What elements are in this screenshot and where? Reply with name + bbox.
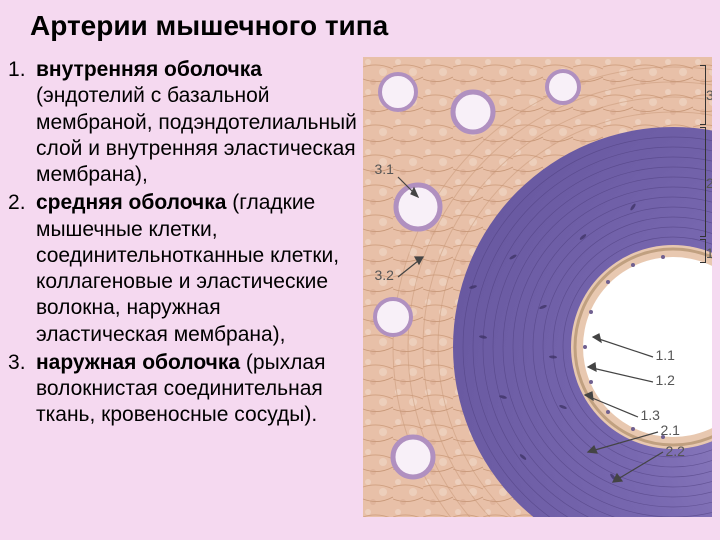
bracket-label-1: 1: [706, 245, 712, 261]
label-2-1: 2.1: [661, 422, 680, 438]
item1-body: (эндотелий с базальной мембраной, подэнд…: [36, 84, 357, 186]
bracket-label-3: 3: [706, 87, 712, 103]
item2-heading: средняя оболочка: [36, 191, 226, 214]
label-1-3: 1.3: [641, 407, 660, 423]
label-1-1: 1.1: [656, 347, 675, 363]
page-title: Артерии мышечного типа: [0, 0, 720, 57]
artery-cross-section-svg: [363, 57, 713, 517]
label-3-2: 3.2: [375, 267, 394, 283]
bracket-label-2: 2: [706, 175, 712, 191]
list-item-3: наружная оболочка (рыхлая волокнистая со…: [8, 350, 358, 429]
item3-heading: наружная оболочка: [36, 351, 240, 374]
histology-diagram: 3.1 3.2 1.1 1.2 1.3 2.1 2.2 1 2 3: [363, 57, 713, 517]
item1-heading: внутренняя оболочка: [36, 58, 262, 81]
content-area: внутренняя оболочка (эндотелий с базальн…: [0, 57, 720, 517]
label-3-1: 3.1: [375, 161, 394, 177]
list-item-1: внутренняя оболочка (эндотелий с базальн…: [8, 57, 358, 188]
label-1-2: 1.2: [656, 372, 675, 388]
label-2-2: 2.2: [666, 443, 685, 459]
item2-body: (гладкие мышечные клетки, соединительнот…: [36, 191, 339, 345]
text-column: внутренняя оболочка (эндотелий с базальн…: [8, 57, 358, 517]
list-item-2: средняя оболочка (гладкие мышечные клетк…: [8, 190, 358, 348]
